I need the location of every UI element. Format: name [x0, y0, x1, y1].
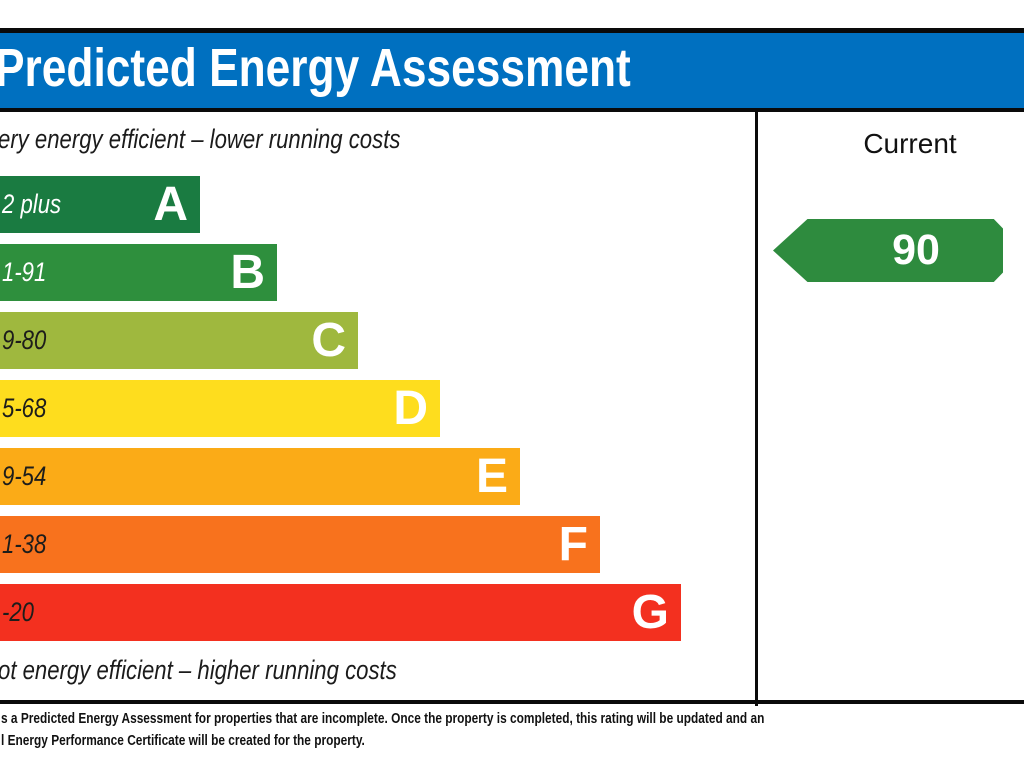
- energy-bands: 2 plus A 1-91 B 9-80 C 5-68 D 9-54 E 1-38 F -20 G: [0, 176, 681, 652]
- band-letter: D: [393, 381, 428, 435]
- top-caption: ery energy efficient – lower running cos…: [0, 124, 489, 155]
- bottom-caption-text: ot energy efficient – higher running cos…: [0, 655, 397, 685]
- band-row-d: 5-68 D: [0, 380, 440, 437]
- footer-line-1: s a Predicted Energy Assessment for prop…: [1, 709, 932, 731]
- band-letter: A: [153, 177, 188, 231]
- band-row-f: 1-38 F: [0, 516, 600, 573]
- bottom-border-line: [0, 700, 1024, 704]
- band-letter: C: [311, 313, 346, 367]
- band-letter: E: [475, 449, 508, 503]
- page-title: Predicted Energy Assessment: [0, 31, 770, 106]
- footer-note: s a Predicted Energy Assessment for prop…: [1, 709, 932, 752]
- footer-line-2: l Energy Performance Certificate will be…: [1, 731, 932, 753]
- current-column-header: Current: [863, 128, 957, 159]
- band-row-e: 9-54 E: [0, 448, 520, 505]
- band-range-label: 2 plus: [2, 189, 62, 219]
- current-rating-arrow: 90: [773, 219, 1003, 282]
- band-row-c: 9-80 C: [0, 312, 358, 369]
- page-title-text: Predicted Energy Assessment: [0, 38, 631, 98]
- footer-line-2-text: l Energy Performance Certificate will be…: [1, 732, 365, 749]
- band-range-label: 9-80: [2, 325, 47, 355]
- band-row-a: 2 plus A: [0, 176, 200, 233]
- band-range-label: 1-38: [2, 529, 47, 559]
- band-letter: B: [230, 245, 265, 299]
- band-range-label: 9-54: [2, 461, 47, 491]
- band-range-label: -20: [2, 597, 35, 627]
- top-caption-text: ery energy efficient – lower running cos…: [0, 124, 401, 154]
- band-row-b: 1-91 B: [0, 244, 277, 301]
- band-letter: G: [631, 585, 669, 639]
- band-row-g: -20 G: [0, 584, 681, 641]
- band-range-label: 5-68: [2, 393, 47, 423]
- band-letter: F: [558, 517, 588, 571]
- title-bar: Predicted Energy Assessment: [0, 28, 1024, 112]
- current-rating-value: 90: [892, 226, 940, 274]
- bottom-caption: ot energy efficient – higher running cos…: [0, 655, 484, 686]
- band-range-label: 1-91: [2, 257, 47, 287]
- panel-divider: [755, 112, 758, 706]
- footer-line-1-text: s a Predicted Energy Assessment for prop…: [1, 711, 765, 727]
